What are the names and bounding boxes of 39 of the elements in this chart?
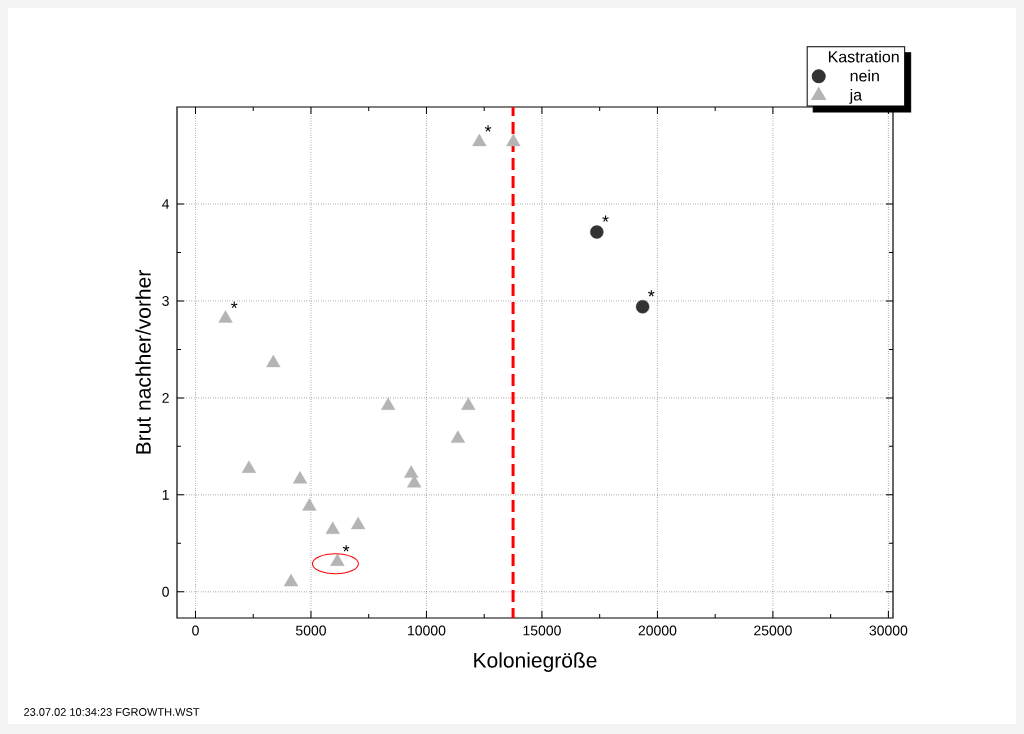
y-tick-label: 2 xyxy=(162,392,169,403)
annotation: * xyxy=(342,545,350,552)
point xyxy=(381,397,396,410)
annotation: * xyxy=(230,301,238,309)
x-tick-label: 15000 xyxy=(523,625,561,636)
point xyxy=(590,225,604,239)
point xyxy=(292,471,308,484)
annotation: * xyxy=(484,125,492,132)
point xyxy=(302,498,317,511)
y-axis-title: Brut nachher/vorher xyxy=(135,270,151,454)
point xyxy=(241,460,257,473)
x-tick-label: 10000 xyxy=(408,625,446,636)
y-tick-label: 4 xyxy=(162,199,170,209)
x-axis-title: Koloniegröße xyxy=(474,652,597,672)
y-tick-label: 1 xyxy=(162,490,169,500)
point xyxy=(218,310,233,323)
legend-title: Kastration xyxy=(828,50,899,63)
y-tick-label: 0 xyxy=(162,586,169,597)
legend-label: ja xyxy=(849,88,863,104)
point xyxy=(506,133,521,147)
point xyxy=(635,300,650,314)
y-tick-label: 3 xyxy=(162,295,169,306)
legend-label: nein xyxy=(850,69,879,82)
point xyxy=(351,516,366,530)
point xyxy=(472,133,487,147)
x-tick-label: 0 xyxy=(192,625,199,636)
point xyxy=(461,397,476,410)
point xyxy=(407,475,422,488)
point xyxy=(283,573,299,587)
text: 23.07.02 10:34:23 FGROWTH.WST xyxy=(24,708,200,716)
point xyxy=(450,430,466,443)
annotation: * xyxy=(602,215,609,222)
x-tick-label: 25000 xyxy=(754,625,792,636)
x-tick-label: 5000 xyxy=(295,625,326,636)
x-tick-label: 30000 xyxy=(869,625,908,636)
annotation: * xyxy=(648,290,655,297)
point xyxy=(325,521,340,534)
x-tick-label: 20000 xyxy=(638,625,677,636)
point xyxy=(266,354,281,368)
